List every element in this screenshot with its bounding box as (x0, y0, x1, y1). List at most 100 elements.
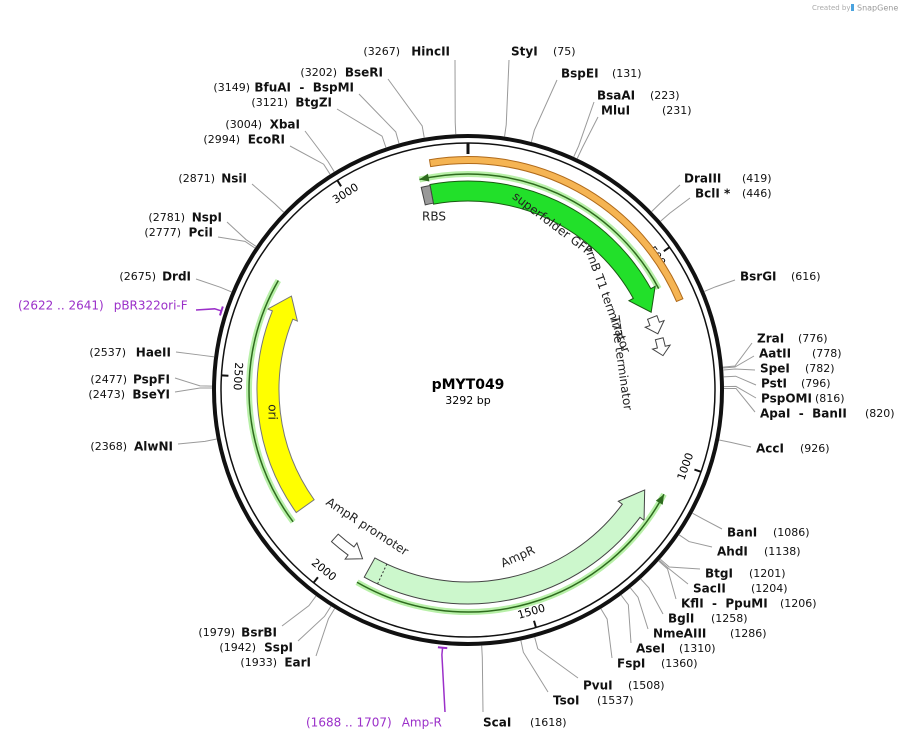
enzyme-name: EarI (284, 656, 311, 670)
enzyme-name: StyI (511, 45, 538, 59)
enzyme-position: (3004) (225, 118, 262, 131)
enzyme-name: NmeAIII (653, 627, 706, 641)
enzyme-name: BclI * (695, 187, 731, 201)
enzyme-position: (1310) (679, 642, 716, 655)
enzyme-name: AseI (636, 642, 665, 656)
enzyme-name: SspI (264, 641, 293, 655)
primer-name: pBR322ori-F (114, 299, 188, 313)
ori-track (248, 280, 294, 523)
cut-site-line (678, 534, 713, 548)
ruler-label: 3000 (330, 181, 361, 207)
enzyme-name: BseYI (132, 388, 170, 402)
enzyme-position: (1537) (597, 694, 634, 707)
cut-site-line (573, 101, 595, 158)
cut-site-line (481, 645, 484, 713)
enzyme-name: KflI - PpuMI (681, 597, 768, 611)
enzyme-name: BsrBI (241, 626, 277, 640)
enzyme-position: (2477) (90, 373, 127, 386)
enzyme-position: (616) (791, 270, 821, 283)
cut-site-line (177, 438, 217, 445)
enzyme-position: (1258) (711, 612, 748, 625)
enzyme-name: HincII (411, 45, 450, 59)
plasmid-length: 3292 bp (445, 394, 490, 407)
cut-site-line (504, 59, 510, 137)
ruler-tick (336, 179, 342, 187)
enzyme-name: BseRI (345, 66, 383, 80)
cut-site-line (704, 279, 736, 292)
feature-label: AmpR promoter (323, 495, 411, 559)
ruler-tick (663, 246, 671, 253)
enzyme-position: (926) (800, 442, 830, 455)
enzyme-position: (3149) (213, 81, 250, 94)
enzyme-position: (782) (805, 362, 835, 375)
enzyme-position: (1618) (530, 716, 567, 729)
cut-site-line (723, 387, 756, 413)
enzyme-name: AatII (759, 347, 791, 361)
cut-site-line (620, 594, 632, 644)
primer-leader (441, 647, 446, 713)
enzyme-name: NspI (192, 211, 222, 225)
cut-site-line (718, 439, 752, 448)
ruler-label: 2000 (309, 556, 339, 584)
cut-site-line (660, 197, 691, 222)
cut-site-line (600, 608, 613, 659)
cut-site-line (174, 377, 213, 387)
t7te-terminator (651, 337, 672, 357)
enzyme-name: PvuI (583, 679, 613, 693)
feature-label: AmpR (499, 543, 537, 570)
cut-site-line (723, 385, 757, 399)
created-by: Created by (812, 4, 851, 12)
enzyme-name: BfuAI - BspMI (254, 81, 354, 95)
cut-site-line (534, 637, 579, 679)
primer-leader (195, 308, 222, 312)
enzyme-position: (1206) (780, 597, 817, 610)
cut-site-line (722, 342, 753, 368)
enzyme-name: SpeI (760, 362, 790, 376)
primer-name: Amp-R (402, 716, 442, 730)
cut-site-line (723, 375, 757, 386)
brand-icon (851, 4, 854, 11)
cut-site-line (658, 559, 689, 585)
enzyme-name: BtgI (705, 567, 733, 581)
ruler-tick (694, 468, 702, 473)
cut-site-line (651, 184, 681, 212)
enzyme-name: PspOMI (761, 392, 812, 406)
enzyme-name: DrdI (162, 270, 191, 284)
enzyme-position: (820) (865, 407, 895, 420)
enzyme-position: (2537) (89, 346, 126, 359)
enzyme-name: ZraI (757, 332, 784, 346)
enzyme-position: (1360) (661, 657, 698, 670)
enzyme-position: (1086) (773, 526, 810, 539)
cut-site-line (226, 221, 257, 247)
cut-site-line (289, 145, 331, 175)
feature-label: ori (266, 404, 280, 420)
cut-site-line (217, 236, 256, 249)
enzyme-name: TsoI (553, 694, 579, 708)
cut-site-line (304, 130, 335, 172)
cut-site-line (174, 387, 213, 393)
cut-site-line (629, 587, 649, 630)
enzyme-position: (223) (650, 89, 680, 102)
plasmid-name: pMYT049 (432, 377, 505, 393)
primer-range: (1688 .. 1707) (306, 716, 392, 730)
enzyme-position: (75) (553, 45, 576, 58)
enzyme-position: (796) (801, 377, 831, 390)
enzyme-name: EcoRI (248, 133, 285, 147)
cut-site-line (281, 595, 317, 627)
enzyme-position: (1979) (198, 626, 235, 639)
enzyme-position: (3267) (363, 45, 400, 58)
ruler-tick (312, 576, 319, 584)
ruler-tick (533, 620, 537, 628)
cut-site-line (175, 351, 215, 358)
cut-site-line (659, 558, 701, 570)
cut-site-line (520, 640, 549, 693)
rbs (420, 184, 434, 206)
cut-site-line (358, 93, 400, 144)
rrnb-terminator (643, 314, 666, 335)
enzyme-position: (2871) (178, 172, 215, 185)
cut-site-line (297, 605, 332, 642)
ruler-label: 1000 (675, 451, 697, 482)
enzyme-name: BglI (668, 612, 694, 626)
backbone-outer (212, 134, 724, 646)
orange-feature (428, 156, 684, 303)
